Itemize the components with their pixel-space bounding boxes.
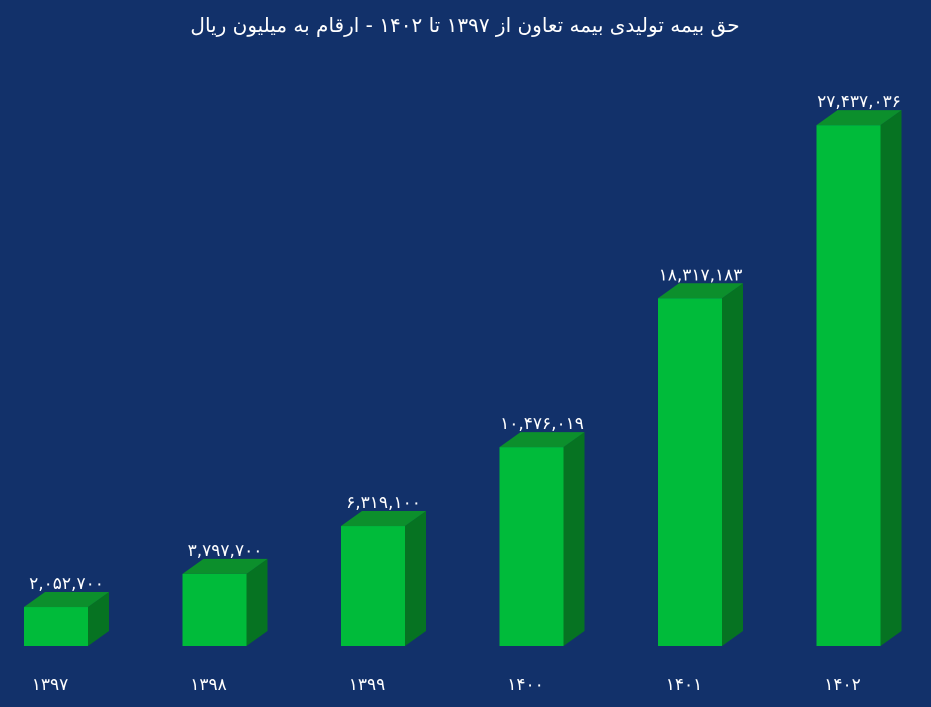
category-label: ۱۳۹۸	[190, 675, 227, 695]
bar-front	[658, 298, 722, 646]
bar-top	[341, 511, 426, 527]
category-label: ۱۳۹۹	[349, 675, 386, 695]
value-label: ۶,۳۱۹,۱۰۰	[346, 493, 421, 513]
category-label: ۱۴۰۱	[666, 675, 703, 695]
bar-side	[880, 110, 902, 646]
bar-top	[816, 110, 902, 126]
category-labels-group: ۱۳۹۷ ۱۳۹۸ ۱۳۹۹ ۱۴۰۰ ۱۴۰۱ ۱۴۰۲	[32, 675, 861, 695]
bars-group	[24, 110, 902, 646]
bar-side	[405, 511, 426, 646]
bar-side	[246, 558, 268, 646]
bar-front	[182, 573, 247, 646]
bar-front	[499, 447, 564, 646]
value-label: ۱۸,۳۱۷,۱۸۳	[659, 265, 743, 285]
value-label: ۱۰,۴۷۶,۰۱۹	[500, 414, 584, 434]
bar-top	[499, 432, 585, 448]
value-label: ۲۷,۴۳۷,۰۳۶	[817, 92, 901, 112]
value-label: ۲,۰۵۲,۷۰۰	[29, 574, 104, 594]
bar-5	[658, 283, 743, 646]
bar-front	[24, 607, 88, 646]
bar-top	[24, 592, 109, 608]
bar-4	[499, 432, 585, 646]
bar-top	[658, 283, 743, 299]
category-label: ۱۴۰۰	[507, 675, 544, 695]
bar-6	[816, 110, 902, 646]
bar-3	[341, 511, 426, 646]
bar-front	[816, 125, 881, 646]
bar-side	[88, 592, 109, 646]
bar-top	[182, 558, 268, 574]
chart-title: حق بیمه تولیدی بیمه تعاون از ۱۳۹۷ تا ۱۴۰…	[190, 13, 739, 37]
bar-2	[182, 558, 268, 646]
bar-side	[563, 432, 585, 646]
bar-1	[24, 592, 109, 646]
value-labels-group: ۲,۰۵۲,۷۰۰ ۳,۷۹۷,۷۰۰ ۶,۳۱۹,۱۰۰ ۱۰,۴۷۶,۰۱۹ ۱۸,…	[29, 92, 901, 594]
category-label: ۱۴۰۲	[824, 675, 861, 695]
bar-side	[722, 283, 743, 646]
bar-front	[341, 526, 405, 646]
value-label: ۳,۷۹۷,۷۰۰	[188, 541, 263, 561]
category-label: ۱۳۹۷	[32, 675, 69, 695]
